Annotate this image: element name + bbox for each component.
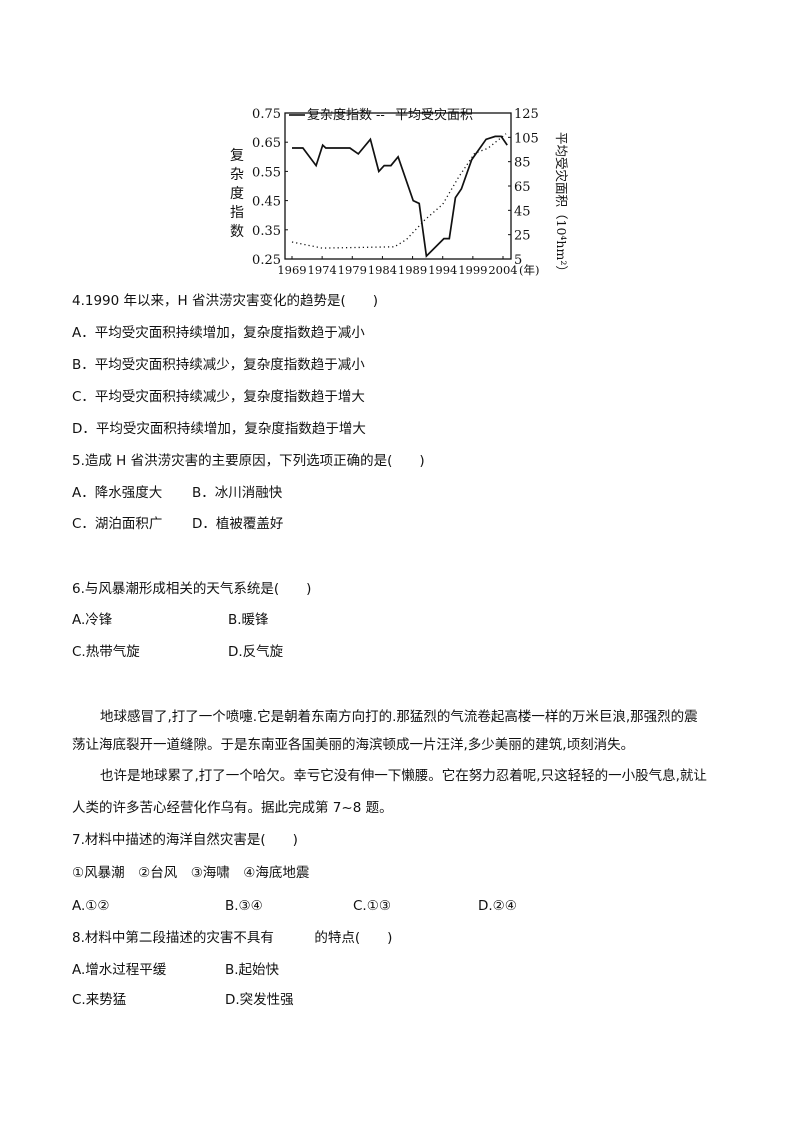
question-6-option: A.冷锋 xyxy=(72,612,113,628)
flood-chart: 0.75 0.65 0.55 0.45 0.35 0.25 125 105 85 65 45 25 5 1… xyxy=(230,107,569,278)
question-4-option: C．平均受灾面积持续减少，复杂度指数趋于增大 xyxy=(72,389,365,405)
y2-tick-label: 45 xyxy=(514,204,531,219)
question-6-stem: 6.与风暴潮形成相关的天气系统是( ) xyxy=(72,581,312,597)
passage-line: 荡让海底裂开一道缝隙。于是东南亚各国美丽的海滨顿成一片汪洋,多少美丽的建筑,顷刻… xyxy=(72,737,635,753)
x-tick-label: 2004 xyxy=(488,263,517,277)
y-label-char: 度 xyxy=(230,186,244,202)
legend-complexity: 复杂度指数 xyxy=(307,107,372,123)
question-7-option: A.①② xyxy=(72,898,110,914)
x-tick-label: 1989 xyxy=(398,263,427,277)
question-4-option: B．平均受灾面积持续减少，复杂度指数趋于减小 xyxy=(72,357,365,373)
y-tick-label: 0.25 xyxy=(252,253,281,268)
question-8-option: D.突发性强 xyxy=(225,992,294,1008)
question-5-option: A．降水强度大 xyxy=(72,485,163,501)
passage-line: 地球感冒了,打了一个喷嚏.它是朝着东南方向打的.那猛烈的气流卷起高楼一样的万米巨… xyxy=(100,709,698,725)
y2-tick-label: 5 xyxy=(514,253,522,268)
question-7-option: B.③④ xyxy=(225,898,263,914)
x-tick-label: 1994 xyxy=(428,263,457,277)
y-tick-label: 0.65 xyxy=(252,136,281,151)
x-tick-label: 1999 xyxy=(458,263,487,277)
y2-tick-label: 25 xyxy=(514,229,531,244)
question-7-items: ①风暴潮 ②台风 ③海啸 ④海底地震 xyxy=(72,865,310,881)
x-tick-label: 1969 xyxy=(277,263,306,277)
y-label-char: 复 xyxy=(230,147,244,164)
y-tick-label: 0.45 xyxy=(252,195,281,210)
x-unit-label: (年) xyxy=(519,263,539,277)
y2-label: 平均受灾面积（10⁴hm²） xyxy=(554,132,569,278)
legend-area: 平均受灾面积 xyxy=(395,107,473,123)
y2-tick-label: 65 xyxy=(514,180,531,195)
question-8-stem: 8.材料中第二段描述的灾害不具有 的特点( ) xyxy=(72,930,393,946)
y2-tick-label: 85 xyxy=(514,156,531,171)
y-tick-label: 0.55 xyxy=(252,165,281,180)
question-5-option: B．冰川消融快 xyxy=(192,485,283,501)
plot-frame xyxy=(284,112,512,260)
passage-line: 也许是地球累了,打了一个哈欠。幸亏它没有伸一下懒腰。它在努力忍着呢,只这轻轻的一… xyxy=(100,768,707,784)
x-tick-label: 1974 xyxy=(308,263,337,277)
avg-affected-area-line xyxy=(291,133,507,249)
question-7-option: D.②④ xyxy=(478,898,517,914)
y-tick-label: 0.35 xyxy=(252,224,281,239)
question-5-stem: 5.造成 H 省洪涝灾害的主要原因，下列选项正确的是( ) xyxy=(72,453,425,469)
x-tick-label: 1984 xyxy=(368,263,397,277)
y-tick-label: 0.75 xyxy=(252,107,281,122)
question-6-option: B.暖锋 xyxy=(228,612,269,628)
question-4-option: D．平均受灾面积持续增加，复杂度指数趋于增大 xyxy=(72,421,366,437)
question-6-option: C.热带气旋 xyxy=(72,644,140,660)
y-label-char: 数 xyxy=(230,224,244,240)
question-4-option: A．平均受灾面积持续增加，复杂度指数趋于减小 xyxy=(72,325,365,341)
complexity-index-line xyxy=(292,135,508,258)
question-5-option: C．湖泊面积广 xyxy=(72,516,163,532)
question-7-stem: 7.材料中描述的海洋自然灾害是( ) xyxy=(72,832,298,848)
y-label-char: 杂 xyxy=(230,167,244,183)
passage-line: 人类的许多苦心经营化作乌有。据此完成第 7~8 题。 xyxy=(72,800,393,816)
y2-tick-label: 105 xyxy=(514,131,539,146)
question-6-option: D.反气旋 xyxy=(228,644,284,660)
x-tick-label: 1979 xyxy=(338,263,367,277)
y2-tick-label: 125 xyxy=(514,107,539,122)
question-8-option: B.起始快 xyxy=(225,962,280,978)
question-4-stem: 4.1990 年以来，H 省洪涝灾害变化的趋势是( ) xyxy=(72,293,379,309)
question-8-option: C.来势猛 xyxy=(72,992,127,1008)
y-label-char: 指 xyxy=(230,205,244,221)
question-5-option: D．植被覆盖好 xyxy=(192,516,284,532)
question-7-option: C.①③ xyxy=(353,898,391,914)
legend-dash-swatch: -- xyxy=(376,108,385,123)
question-8-option: A.增水过程平缓 xyxy=(72,962,167,978)
